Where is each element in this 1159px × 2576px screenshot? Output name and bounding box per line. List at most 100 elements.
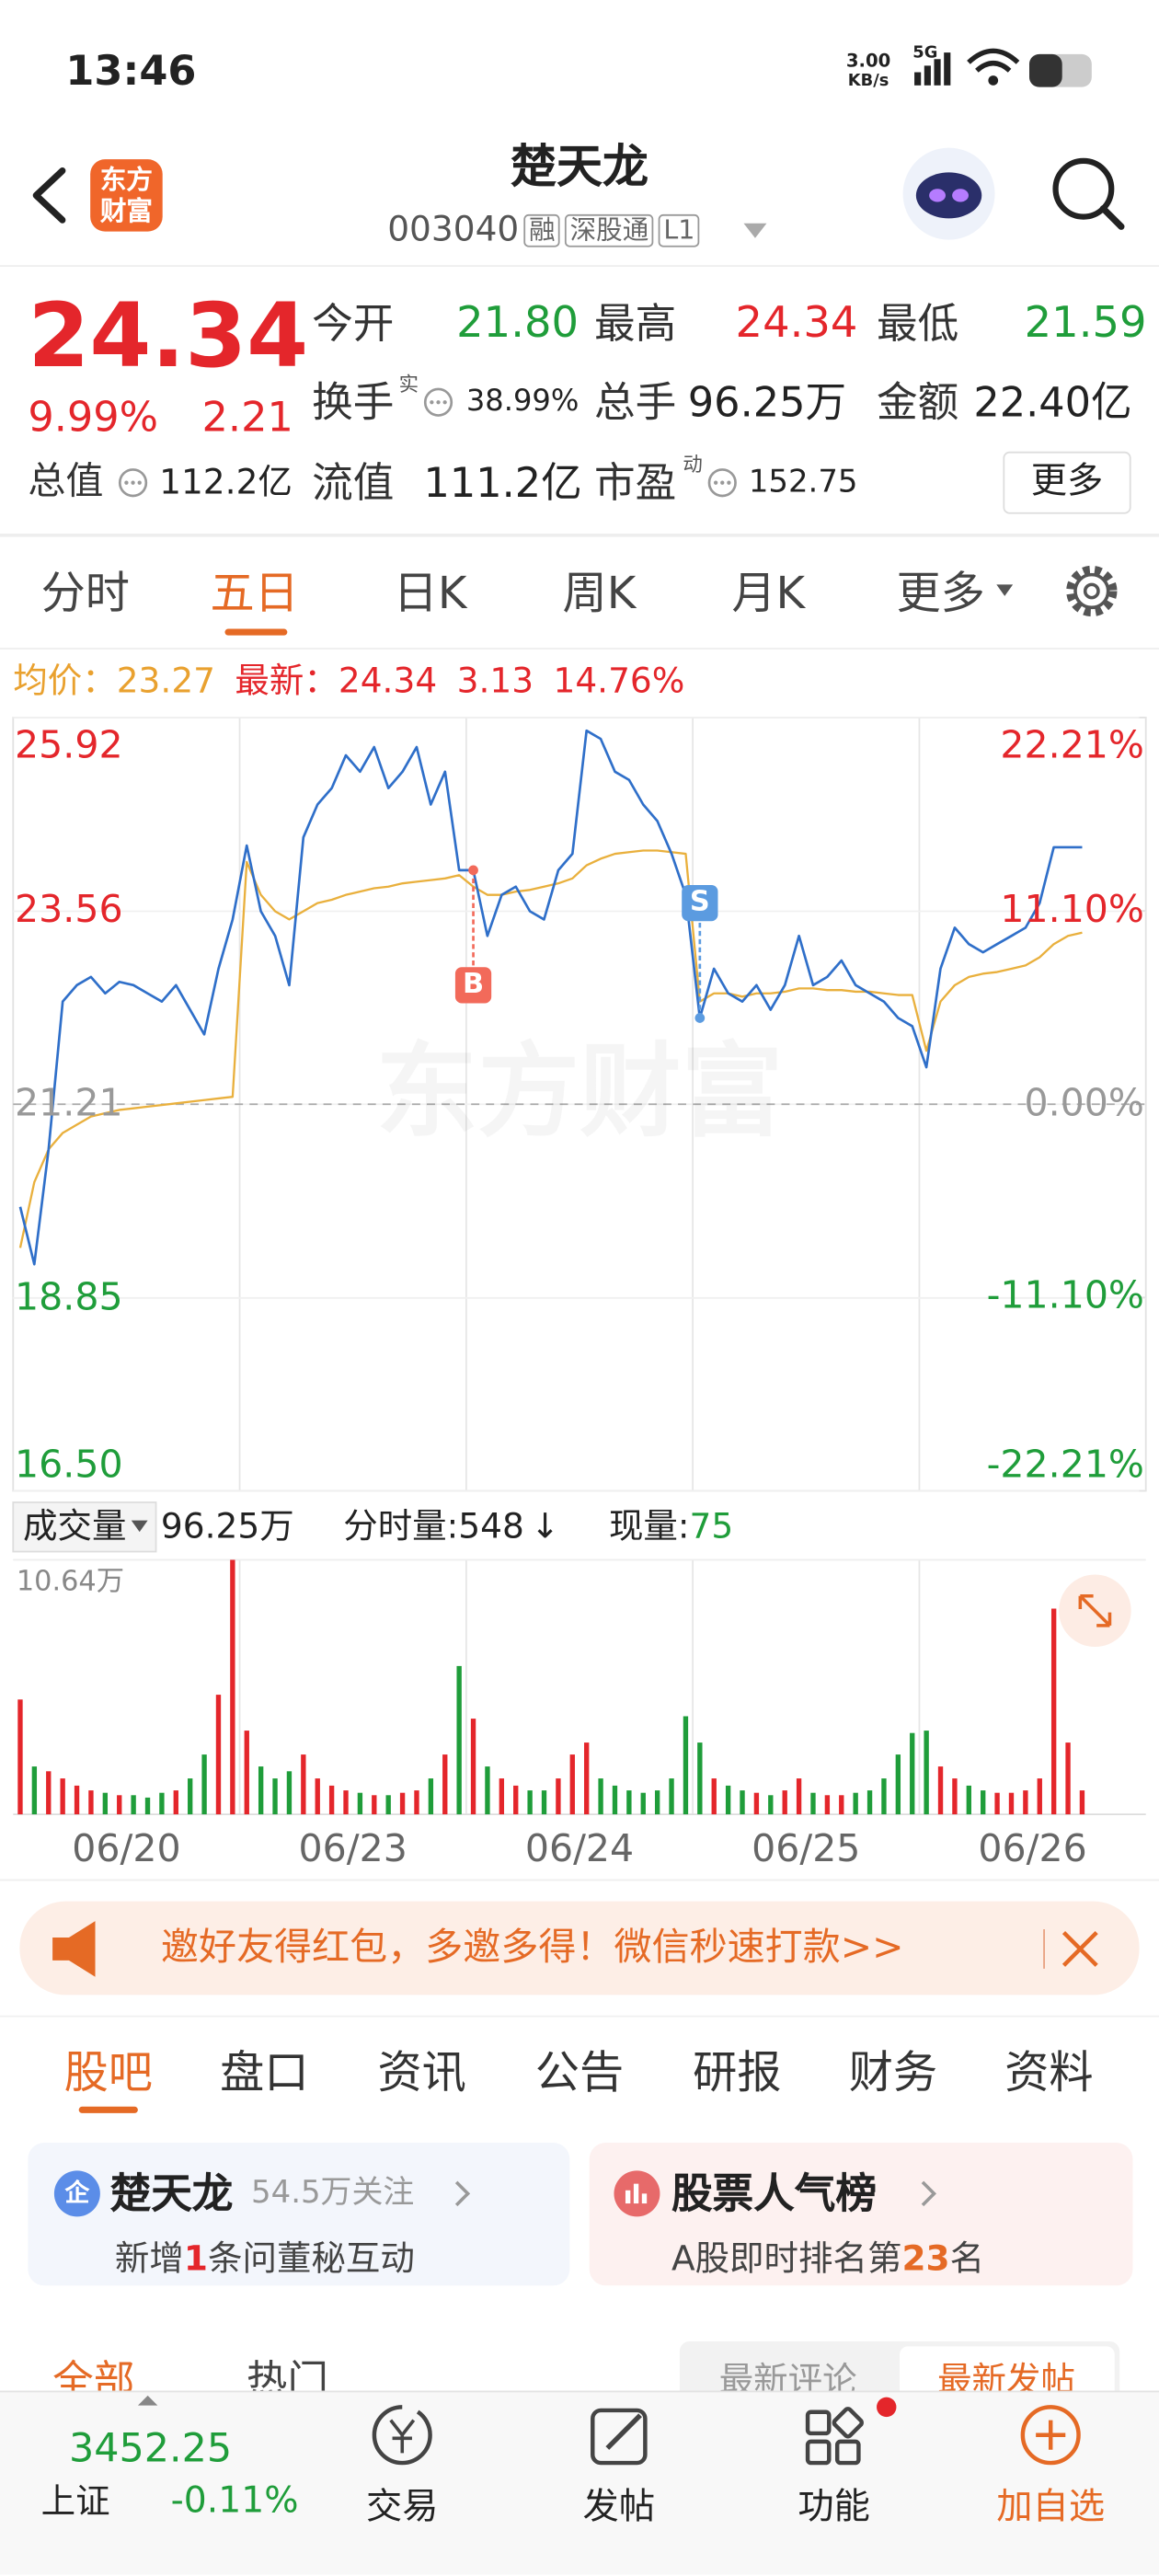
chart-tab[interactable]: 更多 — [896, 569, 985, 620]
info-dot — [436, 400, 441, 405]
promo-banner[interactable] — [19, 1901, 1140, 1995]
expand-icon[interactable] — [1059, 1574, 1131, 1648]
volume-bar — [499, 1778, 505, 1815]
stock-code: 003040 — [387, 209, 520, 249]
volume-stats: 96.25万 分时量: 548 ↓ 现量: 75 — [161, 1506, 733, 1547]
volume-bar — [866, 1790, 873, 1815]
volume-bar — [117, 1795, 122, 1815]
nav-item[interactable]: 发帖 — [582, 2487, 656, 2529]
stock-tab[interactable]: 资讯 — [377, 2048, 466, 2099]
volume-bar — [584, 1742, 590, 1815]
volume-bar — [315, 1778, 320, 1815]
index-value[interactable]: 3452.25 — [68, 2425, 233, 2471]
index-change[interactable]: -0.11% — [170, 2480, 299, 2523]
info-dot — [442, 400, 447, 405]
info-dot — [124, 480, 129, 485]
volume-bar — [839, 1795, 844, 1815]
net-unit: KB/s — [847, 72, 889, 91]
volume-bar — [753, 1792, 760, 1815]
stock-tab[interactable]: 盘口 — [220, 2048, 309, 2099]
x-tick-label: 06/25 — [752, 1828, 861, 1871]
field-mark: 动 — [683, 453, 703, 477]
function-icon — [805, 2407, 864, 2466]
stock-tab[interactable]: 股吧 — [63, 2048, 153, 2099]
volume-selector[interactable] — [12, 1501, 157, 1553]
net-speed: 3.00 — [845, 50, 891, 72]
y-tick-label: 23.56 — [15, 889, 123, 932]
nav-item[interactable]: 加自选 — [996, 2487, 1106, 2529]
info-dot — [137, 480, 142, 485]
volume-bar — [626, 1790, 632, 1815]
volume-bar — [966, 1785, 971, 1815]
volume-bar — [74, 1785, 80, 1815]
volume-bar — [740, 1790, 745, 1815]
info-icon — [423, 387, 453, 417]
card-title[interactable]: 楚天龙 — [109, 2169, 234, 2218]
y2-tick-label: -22.21% — [986, 1443, 1144, 1488]
volume-label: 成交量 — [22, 1506, 127, 1547]
volume-bar — [470, 1719, 476, 1815]
stock-tab[interactable]: 财务 — [848, 2048, 938, 2099]
chart-tab[interactable]: 五日 — [210, 569, 299, 620]
back-icon[interactable] — [32, 167, 66, 224]
volume-bar — [569, 1754, 575, 1815]
volume-bar — [669, 1778, 674, 1815]
field-value: 96.25万 — [687, 378, 847, 427]
tab-underline — [224, 628, 288, 636]
field-label: 总手 — [594, 378, 677, 427]
volume-bar — [272, 1778, 278, 1815]
volume-bar — [230, 1559, 235, 1815]
volume-bar — [1037, 1778, 1042, 1815]
avatar[interactable] — [902, 147, 995, 240]
more-button[interactable]: 更多 — [1003, 451, 1131, 514]
volume-bar — [456, 1665, 462, 1815]
card[interactable] — [589, 2143, 1133, 2286]
volume-bar — [556, 1778, 561, 1815]
volume-bar — [328, 1785, 335, 1815]
chart-tab[interactable]: 分时 — [40, 569, 130, 620]
volume-bar — [88, 1790, 94, 1815]
chart-tab[interactable]: 周K — [562, 569, 637, 620]
volume-bar — [782, 1790, 787, 1815]
card-icon — [53, 2170, 100, 2217]
chart-tab[interactable]: 月K — [731, 569, 806, 620]
latest-change: 3.13 — [456, 661, 534, 701]
volume-bar — [981, 1790, 986, 1815]
volume-bar — [357, 1792, 363, 1815]
price-line — [18, 729, 1083, 1266]
stock-name: 楚天龙 — [511, 139, 648, 194]
add-icon — [1020, 2405, 1081, 2466]
field-value: 24.34 — [735, 298, 858, 349]
chart-tab[interactable]: 日K — [393, 569, 467, 620]
stock-tab[interactable]: 资料 — [1004, 2048, 1094, 2099]
code-dropdown[interactable] — [743, 223, 767, 238]
field-label: 换手 — [312, 378, 395, 427]
volume-bar — [881, 1778, 887, 1815]
volume-bar — [414, 1790, 419, 1815]
nav-item[interactable]: 交易 — [365, 2487, 439, 2529]
period-value: 548 — [458, 1506, 524, 1547]
field-value: 21.80 — [456, 298, 579, 349]
card-line: 新增 1 条问董秘互动 — [115, 2241, 415, 2276]
info-dot — [131, 480, 135, 485]
y2-tick-label: 11.10% — [1000, 889, 1144, 932]
card-title[interactable]: 股票人气榜 — [671, 2169, 878, 2218]
search-icon[interactable] — [1052, 157, 1125, 230]
settings-icon[interactable] — [1066, 565, 1118, 617]
latest-value: 24.34 — [338, 661, 438, 701]
volume-bar — [527, 1790, 533, 1815]
field-label: 金额 — [877, 378, 959, 427]
stock-tab[interactable]: 研报 — [693, 2048, 782, 2099]
card[interactable] — [28, 2143, 570, 2286]
post-icon — [591, 2408, 648, 2466]
promo-text[interactable]: 邀好友得红包，多邀多得！微信秒速打款>> — [160, 1926, 904, 1970]
info-dot — [713, 480, 718, 485]
x-tick-label: 06/26 — [978, 1828, 1087, 1871]
close-icon[interactable] — [1061, 1931, 1098, 1967]
volume-bar — [640, 1792, 646, 1815]
tab-underline — [78, 2106, 138, 2113]
nav-item[interactable]: 功能 — [798, 2487, 870, 2529]
index-name[interactable]: 上证 — [40, 2481, 110, 2522]
stock-tab[interactable]: 公告 — [534, 2048, 625, 2099]
